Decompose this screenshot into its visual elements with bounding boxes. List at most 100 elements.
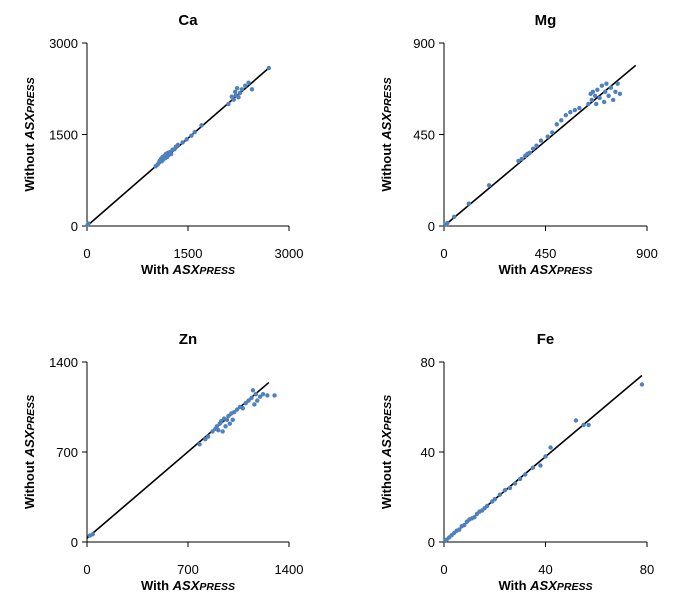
data-point	[239, 87, 245, 92]
data-point	[203, 436, 208, 442]
data-point	[548, 445, 553, 450]
chart-title: Fe	[537, 331, 555, 348]
data-point	[530, 465, 536, 470]
data-point	[231, 409, 237, 415]
x-tick-label: 700	[177, 562, 199, 577]
data-point	[492, 497, 497, 502]
data-point	[234, 85, 240, 91]
data-point	[265, 393, 270, 398]
data-point	[199, 123, 204, 128]
y-axis-label: Without ASXPRESS	[379, 395, 394, 509]
data-point	[210, 429, 215, 434]
x-axis-label: With ASXPRESS	[141, 262, 235, 277]
data-point	[237, 90, 243, 96]
data-point	[577, 105, 582, 111]
data-point	[603, 89, 608, 95]
x-tick-label: 1500	[174, 246, 203, 261]
data-point	[573, 418, 579, 423]
y-tick-label: 80	[421, 355, 435, 370]
data-point	[563, 112, 568, 118]
data-point	[462, 522, 467, 528]
data-point	[243, 83, 248, 88]
data-point	[516, 158, 521, 164]
y-axis-label: Without ASXPRESS	[22, 77, 37, 191]
y-tick-label: 1500	[49, 128, 78, 143]
data-point	[538, 463, 543, 468]
y-tick-label: 40	[421, 445, 435, 460]
x-tick-label: 0	[83, 562, 90, 577]
data-point	[197, 442, 202, 447]
data-point	[86, 221, 91, 226]
data-point	[527, 150, 532, 155]
y-tick-label: 0	[71, 535, 78, 550]
data-point	[252, 402, 257, 407]
data-point	[272, 393, 277, 398]
data-point	[232, 89, 238, 95]
data-point	[457, 527, 462, 532]
data-point	[543, 454, 548, 459]
data-point	[266, 65, 271, 71]
x-tick-label: 900	[636, 246, 658, 261]
data-point	[512, 481, 518, 486]
y-tick-label: 0	[428, 219, 435, 234]
y-tick-label: 0	[428, 535, 435, 550]
data-point	[502, 488, 508, 493]
data-point	[223, 424, 228, 429]
y-axis-label: Without ASXPRESS	[379, 77, 394, 191]
data-point	[601, 99, 607, 105]
y-tick-label: 1400	[49, 355, 78, 370]
data-point	[590, 89, 596, 95]
data-point	[184, 137, 189, 142]
data-point	[507, 485, 513, 491]
chart-title: Mg	[535, 12, 557, 29]
data-point	[206, 434, 211, 439]
y-tick-label: 3000	[49, 36, 78, 51]
chart-zn: Zn 0 700 1400 0 700 1400 With ASXPRESS Without A…	[22, 331, 303, 593]
data-point	[592, 93, 598, 99]
data-point	[175, 142, 181, 148]
trend-line	[443, 64, 637, 227]
x-tick-label: 3000	[275, 246, 304, 261]
data-point	[240, 406, 246, 411]
data-point	[231, 97, 236, 102]
data-point	[594, 101, 599, 107]
data-point	[530, 146, 536, 151]
data-point	[472, 515, 477, 520]
data-point	[519, 156, 525, 162]
chart-fe: Fe 0 40 80 0 40 80 With ASXPRESS Without ASXPRES…	[379, 331, 654, 593]
data-point	[517, 476, 523, 482]
data-point	[613, 89, 618, 95]
data-point	[589, 97, 594, 103]
data-point	[572, 107, 578, 113]
data-point	[243, 400, 248, 406]
data-point	[246, 80, 251, 85]
data-point	[608, 85, 614, 90]
x-tick-label: 1400	[275, 562, 304, 577]
data-point	[599, 83, 605, 88]
data-point	[216, 427, 221, 433]
x-tick-label: 80	[640, 562, 654, 577]
data-point	[214, 424, 220, 429]
data-point	[250, 388, 256, 393]
data-point	[246, 398, 251, 403]
data-point	[586, 101, 591, 107]
data-point	[559, 118, 564, 123]
x-axis-label: With ASXPRESS	[141, 578, 235, 593]
data-point	[445, 220, 450, 226]
data-point	[554, 122, 559, 127]
data-point	[253, 391, 259, 397]
data-point	[534, 143, 539, 148]
x-tick-label: 450	[535, 246, 557, 261]
data-point	[236, 95, 241, 100]
data-point	[604, 81, 609, 86]
y-tick-label: 0	[71, 219, 78, 234]
x-axis-label: With ASXPRESS	[499, 262, 593, 277]
data-point	[581, 422, 586, 428]
data-point	[610, 97, 616, 103]
x-tick-label: 40	[538, 562, 552, 577]
x-tick-label: 0	[440, 246, 447, 261]
data-point	[550, 130, 555, 135]
data-point	[260, 391, 266, 397]
data-point	[220, 429, 225, 434]
